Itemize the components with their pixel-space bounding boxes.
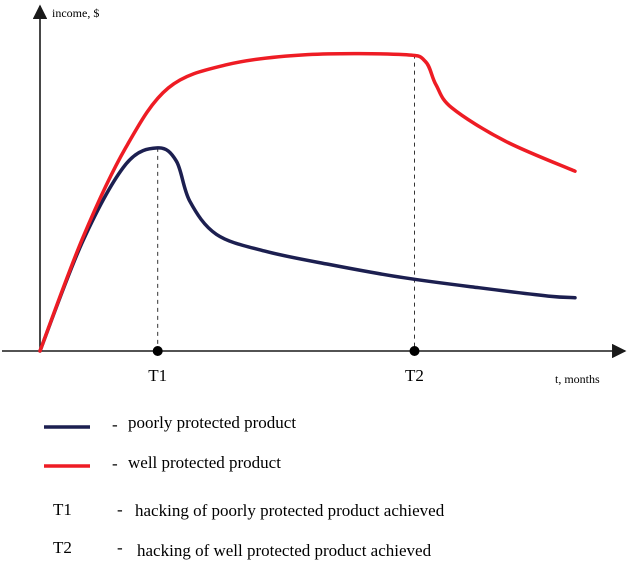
legend-dash: - [112, 454, 118, 473]
t2-tick-label: T2 [405, 366, 424, 385]
legend: - poorly protected product - well protec… [44, 413, 445, 560]
legend-key-t1: T1 [53, 500, 72, 519]
x-axis-label: t, months [555, 372, 600, 386]
legend-text-well-protected: well protected product [128, 453, 281, 472]
legend-dash: - [117, 500, 123, 519]
legend-text-t1: hacking of poorly protected product achi… [135, 501, 445, 520]
legend-dash: - [117, 538, 123, 557]
legend-text-poorly-protected: poorly protected product [128, 413, 296, 432]
y-axis-label: income, $ [52, 6, 99, 20]
legend-key-t2: T2 [53, 538, 72, 557]
t1-axis-marker [152, 346, 163, 356]
t1-tick-label: T1 [148, 366, 167, 385]
legend-text-t2: hacking of well protected product achiev… [137, 541, 432, 560]
series-line-poorly-protected [38, 146, 577, 353]
series-line-well-protected [38, 51, 577, 353]
t2-axis-marker [409, 346, 420, 356]
legend-dash: - [112, 415, 118, 434]
